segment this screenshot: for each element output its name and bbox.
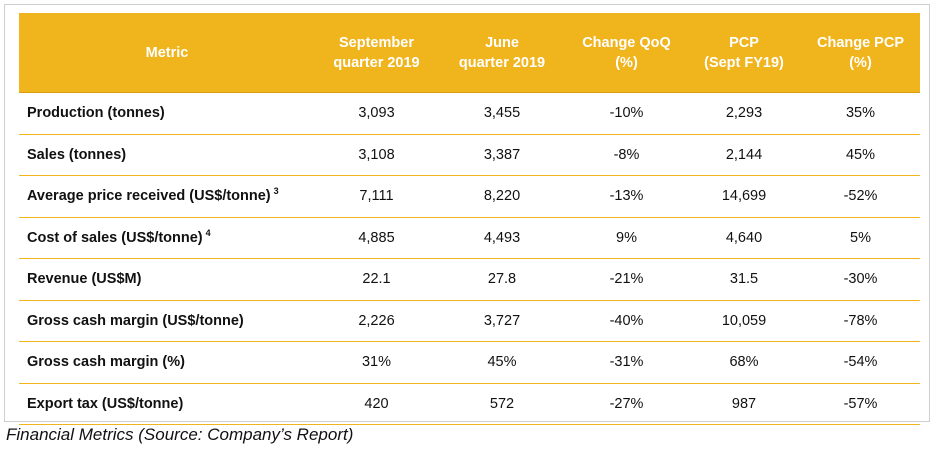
cell-june-quarter: 3,455: [438, 92, 566, 135]
cell-change-qoq: 9%: [566, 217, 687, 259]
table-row: Production (tonnes) 3,093 3,455 -10% 2,293 35…: [19, 92, 920, 135]
cell-change-qoq: -8%: [566, 134, 687, 176]
cell-metric: Export tax (US$/tonne): [19, 383, 315, 425]
cell-pcp: 68%: [687, 341, 801, 384]
cell-change-qoq: -13%: [566, 175, 687, 218]
header-line-2: (%): [615, 54, 638, 71]
cell-change-pcp: 45%: [801, 134, 920, 176]
cell-change-pcp: 35%: [801, 92, 920, 135]
cell-pcp: 10,059: [687, 300, 801, 342]
cell-september-quarter: 420: [315, 383, 438, 425]
header-line-1: Change QoQ: [582, 34, 671, 51]
cell-change-qoq: -10%: [566, 92, 687, 135]
table-header-row: Metric September quarter 2019 June quarter 2…: [19, 13, 920, 93]
cell-change-qoq: -40%: [566, 300, 687, 342]
cell-september-quarter: 2,226: [315, 300, 438, 342]
footnote-marker: 3: [273, 186, 279, 197]
table-frame: Metric September quarter 2019 June quarter 2…: [4, 4, 930, 425]
cell-september-quarter: 3,108: [315, 134, 438, 176]
cell-september-quarter: 7,111: [315, 175, 438, 218]
header-line-1: Metric: [145, 44, 189, 61]
cell-metric: Cost of sales (US$/tonne) 4: [19, 217, 315, 259]
cell-june-quarter: 27.8: [438, 258, 566, 301]
metric-label: Gross cash margin (%): [27, 354, 185, 371]
header-line-2: (%): [849, 54, 872, 71]
cell-june-quarter: 8,220: [438, 175, 566, 218]
cell-metric: Gross cash margin (%): [19, 341, 315, 384]
table-row: Export tax (US$/tonne) 420 572 -27% 987 -57%: [19, 383, 920, 425]
cell-metric: Sales (tonnes): [19, 134, 315, 176]
header-line-1: PCP: [729, 34, 759, 51]
cell-september-quarter: 31%: [315, 341, 438, 384]
cell-change-pcp: -57%: [801, 383, 920, 425]
header-line-2: quarter 2019: [458, 54, 546, 71]
metric-label: Average price received (US$/tonne): [27, 188, 271, 205]
cell-pcp: 987: [687, 383, 801, 425]
cell-pcp: 31.5: [687, 258, 801, 301]
column-header-change-pcp: Change PCP (%): [801, 13, 920, 93]
cell-pcp: 2,144: [687, 134, 801, 176]
cell-pcp: 14,699: [687, 175, 801, 218]
cell-change-pcp: -30%: [801, 258, 920, 301]
table-caption: Financial Metrics (Source: Company’s Rep…: [6, 425, 354, 444]
cell-change-pcp: 5%: [801, 217, 920, 259]
cell-change-pcp: -78%: [801, 300, 920, 342]
cell-june-quarter: 3,387: [438, 134, 566, 176]
header-line-1: Change PCP: [816, 34, 904, 51]
cell-june-quarter: 3,727: [438, 300, 566, 342]
table-row: Average price received (US$/tonne) 3 7,111…: [19, 175, 920, 218]
cell-june-quarter: 45%: [438, 341, 566, 384]
column-header-september-quarter: September quarter 2019: [315, 13, 438, 93]
header-line-1: September: [339, 34, 414, 51]
table-row: Revenue (US$M) 22.1 27.8 -21% 31.5 -30%: [19, 258, 920, 301]
metric-label: Sales (tonnes): [27, 146, 127, 163]
table-row: Gross cash margin (US$/tonne) 2,226 3,727-…: [19, 300, 920, 342]
cell-metric: Production (tonnes): [19, 92, 315, 135]
cell-change-qoq: -31%: [566, 341, 687, 384]
column-header-change-qoq: Change QoQ (%): [566, 13, 687, 93]
metric-label: Gross cash margin (US$/tonne): [27, 312, 244, 329]
cell-september-quarter: 3,093: [315, 92, 438, 135]
metric-label: Cost of sales (US$/tonne): [27, 229, 203, 246]
column-header-june-quarter: June quarter 2019: [438, 13, 566, 93]
table-row: Cost of sales (US$/tonne) 4 4,885 4,493 9% 4,…: [19, 217, 920, 259]
financial-metrics-table: Metric September quarter 2019 June quarter 2…: [19, 13, 920, 425]
column-header-metric: Metric: [19, 13, 315, 93]
header-line-2: quarter 2019: [333, 54, 420, 71]
cell-pcp: 4,640: [687, 217, 801, 259]
table-body: Production (tonnes) 3,093 3,455 -10% 2,293 35…: [19, 92, 920, 425]
column-header-pcp: PCP (Sept FY19): [687, 13, 801, 93]
metric-label: Production (tonnes): [27, 105, 165, 122]
cell-metric: Average price received (US$/tonne) 3: [19, 175, 315, 218]
cell-metric: Gross cash margin (US$/tonne): [19, 300, 315, 342]
cell-change-pcp: -54%: [801, 341, 920, 384]
cell-metric: Revenue (US$M): [19, 258, 315, 301]
cell-change-qoq: -21%: [566, 258, 687, 301]
cell-september-quarter: 22.1: [315, 258, 438, 301]
cell-change-qoq: -27%: [566, 383, 687, 425]
cell-change-pcp: -52%: [801, 175, 920, 218]
cell-june-quarter: 572: [438, 383, 566, 425]
cell-september-quarter: 4,885: [315, 217, 438, 259]
metric-label: Revenue (US$M): [27, 271, 142, 288]
cell-pcp: 2,293: [687, 92, 801, 135]
header-line-1: June: [485, 34, 519, 51]
footnote-marker: 4: [205, 227, 211, 238]
table-row: Gross cash margin (%) 31% 45% -31% 68% -54%: [19, 341, 920, 384]
cell-june-quarter: 4,493: [438, 217, 566, 259]
table-row: Sales (tonnes) 3,108 3,387 -8% 2,144 45%: [19, 134, 920, 176]
header-line-2: (Sept FY19): [704, 54, 784, 71]
metric-label: Export tax (US$/tonne): [27, 395, 184, 412]
